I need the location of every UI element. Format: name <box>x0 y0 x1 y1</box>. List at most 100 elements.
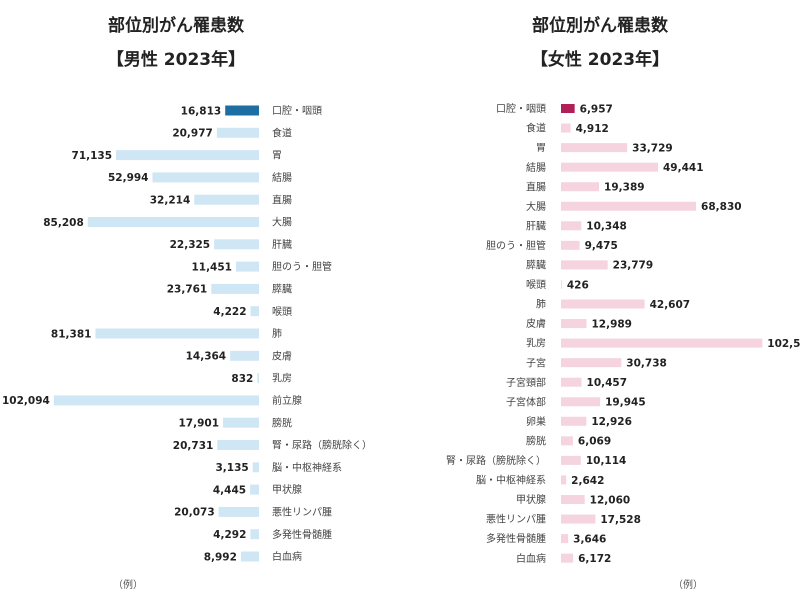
male-category-label: 大腸 <box>272 216 292 229</box>
male-value-label: 4,222 <box>213 306 246 318</box>
male-value-label: 20,731 <box>173 440 214 452</box>
female-bar <box>561 397 601 407</box>
female-bar <box>561 475 567 485</box>
female-category-label: 悪性リンパ腫 <box>486 513 546 526</box>
female-bar <box>561 358 622 368</box>
male-category-label: 脳・中枢神経系 <box>272 461 342 474</box>
female-category-label: 膀胱 <box>526 434 546 447</box>
male-category-label: 喉頭 <box>272 306 292 318</box>
female-category-label: 結腸 <box>526 161 546 174</box>
female-value-label: 12,060 <box>590 494 631 506</box>
male-value-label: 71,135 <box>72 150 113 162</box>
female-value-label: 30,738 <box>626 357 667 369</box>
male-category-label: 胃 <box>272 150 282 162</box>
male-bar <box>214 239 259 250</box>
female-category-label: 多発性骨髄腫 <box>486 532 546 545</box>
female-bar <box>561 279 562 289</box>
female-bar <box>561 143 628 153</box>
male-value-label: 32,214 <box>150 195 191 207</box>
female-bar <box>561 299 645 309</box>
female-bar <box>561 455 581 465</box>
male-value-label: 85,208 <box>43 217 84 229</box>
female-unit-label: （例） <box>673 578 703 591</box>
female-value-label: 12,989 <box>591 318 632 330</box>
male-bar <box>216 127 259 138</box>
female-value-label: 68,830 <box>701 201 742 213</box>
female-category-label: 肝臓 <box>526 220 546 232</box>
male-value-label: 16,813 <box>181 105 222 117</box>
female-value-label: 4,912 <box>576 123 609 135</box>
male-unit-label: （例） <box>113 578 143 591</box>
female-value-label: 426 <box>567 279 589 291</box>
female-bar <box>561 319 587 329</box>
female-bar <box>561 416 587 426</box>
female-value-label: 102,592 <box>767 338 800 350</box>
male-bar <box>217 440 259 450</box>
male-category-label: 膀胱 <box>272 416 292 429</box>
male-category-label: 乳房 <box>272 372 292 385</box>
male-category-label: 肝臓 <box>272 239 292 251</box>
female-category-label: 胃 <box>536 142 546 154</box>
female-category-label: 子宮体部 <box>506 395 546 408</box>
female-category-label: 大腸 <box>526 200 546 213</box>
female-chart-subtitle: 【女性 2023年】 <box>531 49 669 70</box>
male-chart-subtitle: 【男性 2023年】 <box>107 49 245 70</box>
male-bar <box>218 506 259 517</box>
female-value-label: 12,926 <box>591 416 632 428</box>
female-bar <box>561 338 763 348</box>
female-category-label: 子宮 <box>526 356 546 369</box>
female-bar <box>561 436 573 446</box>
female-bar <box>561 240 580 250</box>
female-category-label: 肺 <box>536 299 546 311</box>
female-value-label: 19,389 <box>604 182 645 194</box>
female-bar <box>561 162 658 172</box>
male-bar <box>250 306 259 317</box>
male-bar <box>152 172 259 183</box>
female-category-label: 皮膚 <box>526 317 546 330</box>
male-bar <box>211 283 259 294</box>
female-category-label: 子宮頸部 <box>506 376 546 389</box>
male-bar <box>87 217 260 227</box>
female-bar <box>561 182 600 192</box>
female-value-label: 2,642 <box>571 475 604 487</box>
male-value-label: 11,451 <box>191 261 232 273</box>
female-category-label: 直腸 <box>526 180 546 193</box>
female-bar <box>561 260 608 270</box>
female-value-label: 42,607 <box>650 299 691 311</box>
female-bar <box>561 123 571 133</box>
female-bar <box>561 221 582 231</box>
male-category-label: 結腸 <box>272 171 292 184</box>
male-bar <box>252 462 259 473</box>
male-value-label: 14,364 <box>186 351 227 363</box>
female-category-label: 卵巣 <box>526 415 546 428</box>
male-category-label: 胆のう・胆管 <box>272 260 332 273</box>
male-category-label: 腎・尿路（膀胱除く） <box>272 439 372 452</box>
female-value-label: 19,945 <box>605 397 646 409</box>
male-category-label: 皮膚 <box>272 349 292 362</box>
female-value-label: 17,528 <box>600 514 641 526</box>
female-value-label: 33,729 <box>632 142 673 154</box>
female-bar <box>561 495 585 504</box>
male-bar <box>95 328 260 339</box>
male-category-label: 口腔・咽頭 <box>272 104 322 117</box>
female-category-label: 甲状腺 <box>516 493 546 506</box>
male-value-label: 8,992 <box>204 551 237 563</box>
male-category-label: 膵臓 <box>272 284 292 296</box>
male-bar <box>250 484 259 495</box>
male-value-label: 102,094 <box>2 395 50 407</box>
female-value-label: 49,441 <box>663 162 704 174</box>
male-value-label: 20,073 <box>174 507 215 519</box>
female-value-label: 10,457 <box>587 377 628 389</box>
male-value-label: 20,977 <box>172 128 213 140</box>
male-bar <box>225 105 259 116</box>
male-chart-title: 部位別がん罹患数 <box>108 15 245 36</box>
male-value-label: 23,761 <box>167 284 208 296</box>
male-category-label: 直腸 <box>272 193 292 206</box>
male-bars-group: 16,813 口腔・咽頭 20,977 食道 71,135 胃 52,994 結腸 32,214… <box>2 104 372 563</box>
female-chart-title: 部位別がん罹患数 <box>532 15 669 36</box>
male-category-label: 食道 <box>272 126 292 139</box>
male-bar <box>230 350 259 361</box>
female-bar <box>561 377 582 387</box>
male-category-label: 前立腺 <box>272 394 302 407</box>
male-value-label: 4,292 <box>213 529 246 541</box>
